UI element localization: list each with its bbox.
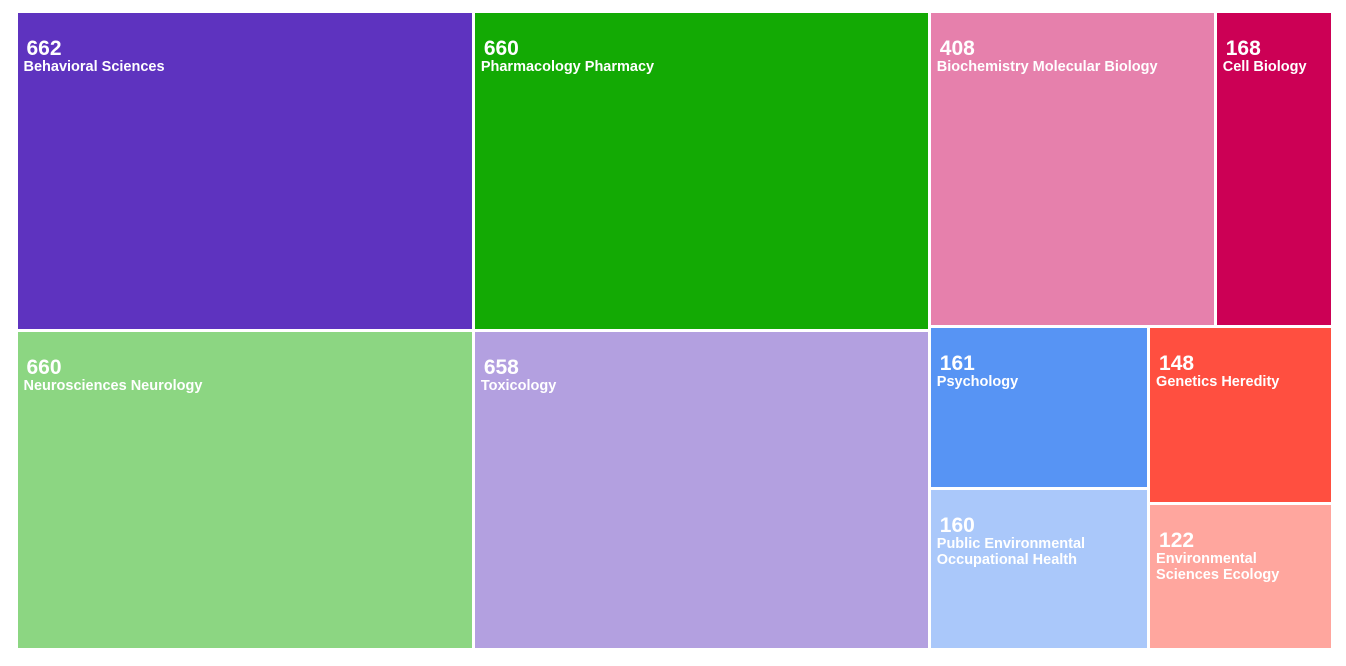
category-label: Genetics Heredity — [1156, 373, 1280, 390]
value-label: 660 — [26, 356, 62, 380]
category-label: Psychology — [936, 373, 1019, 390]
category-label: Pharmacology Pharmacy — [480, 58, 655, 75]
treemap-cell: 122 Environmental Sciences Ecology — [1150, 505, 1332, 649]
category-label: Neurosciences Neurology — [23, 378, 203, 395]
category-label: Behavioral Sciences — [23, 58, 165, 75]
value-label: 658 — [483, 356, 519, 380]
category-label: Biochemistry Molecular Biology — [936, 58, 1158, 75]
value-label: 122 — [1159, 529, 1195, 553]
value-label: 148 — [1159, 351, 1195, 375]
value-label: 660 — [483, 36, 519, 60]
treemap-cell: 161 Psychology — [930, 327, 1148, 488]
treemap-cell: 662 Behavioral Sciences — [17, 12, 472, 330]
treemap-cell: 148 Genetics Heredity — [1150, 327, 1332, 503]
treemap-cell: 660 Pharmacology Pharmacy — [474, 12, 928, 330]
value-label: 160 — [939, 514, 975, 538]
value-label: 168 — [1225, 36, 1261, 60]
treemap-cell: 160 Public Environmental Occupational Hea… — [930, 490, 1148, 649]
category-label: Public Environmental Occupational Health — [936, 536, 1086, 569]
treemap-cell: 408 Biochemistry Molecular Biology — [930, 12, 1214, 325]
treemap-cell: 168 Cell Biology — [1216, 12, 1332, 325]
treemap-cell: 658 Toxicology — [474, 332, 928, 649]
value-label: 662 — [26, 36, 62, 60]
value-label: 408 — [939, 36, 975, 60]
category-label: Toxicology — [480, 378, 557, 395]
category-label: Environmental Sciences Ecology — [1156, 551, 1280, 584]
value-label: 161 — [939, 351, 975, 375]
treemap-cell: 660 Neurosciences Neurology — [17, 332, 472, 649]
category-label: Cell Biology — [1222, 58, 1307, 75]
